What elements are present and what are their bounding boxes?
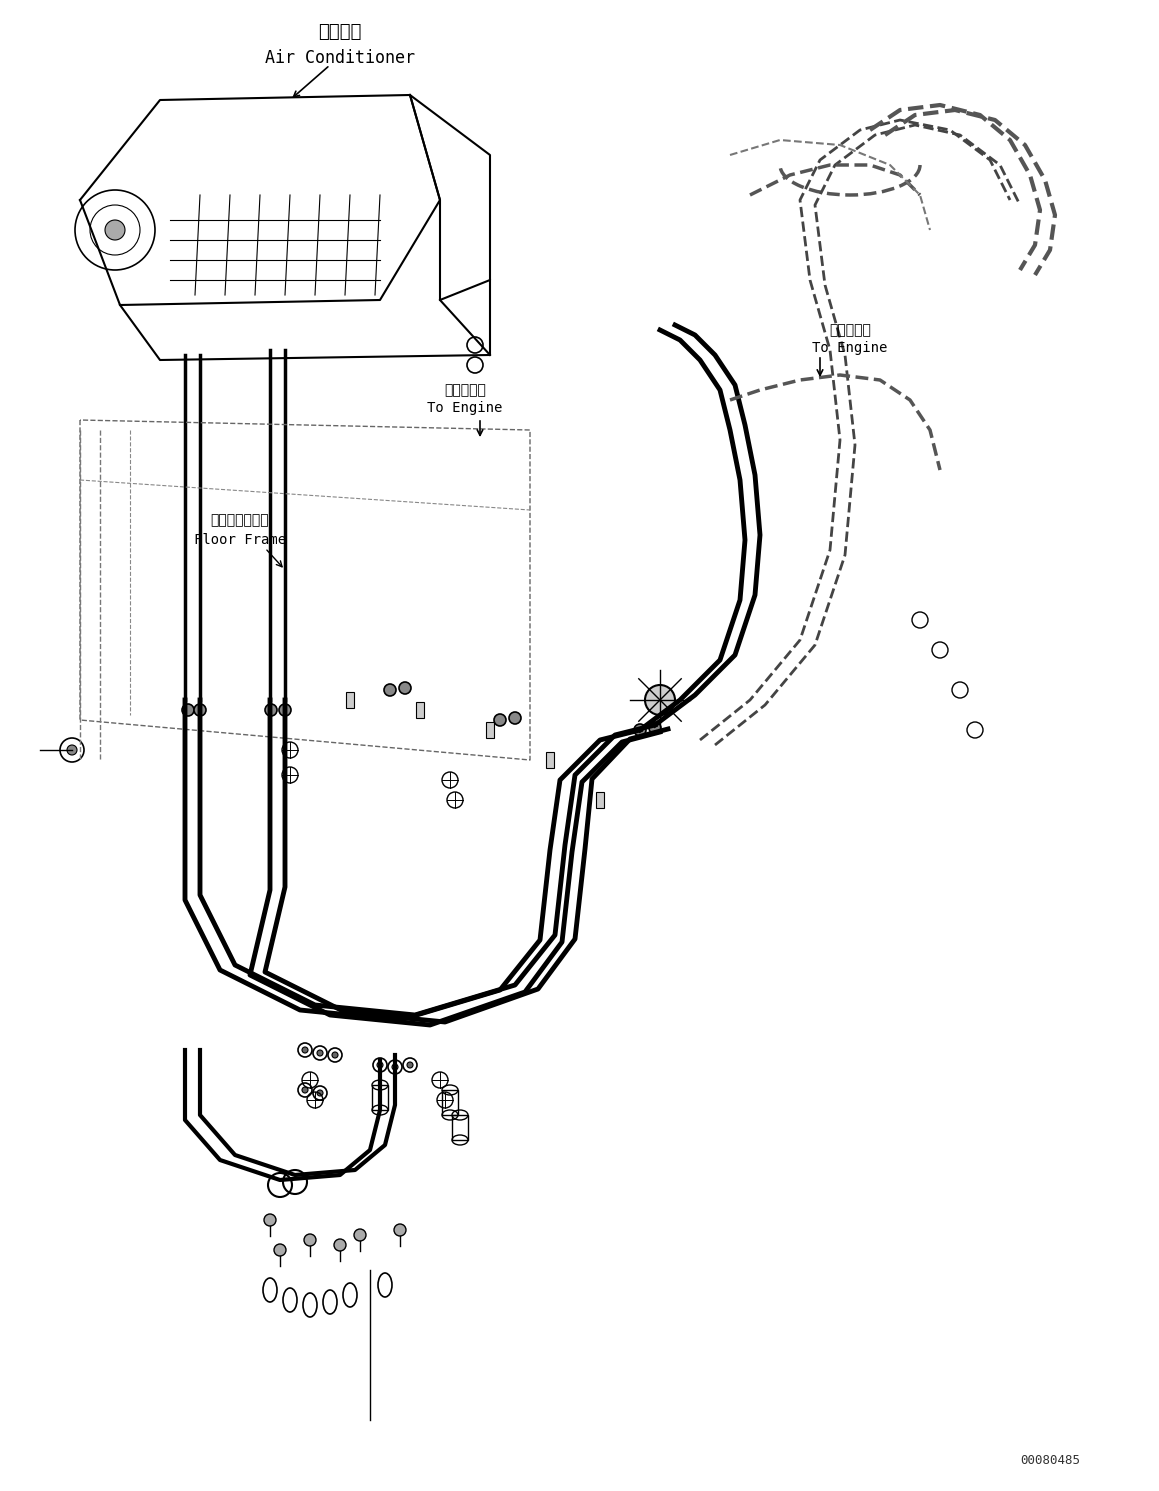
Circle shape [318, 1050, 323, 1056]
Circle shape [649, 722, 661, 734]
Circle shape [392, 1065, 398, 1071]
Text: エンジンへ: エンジンへ [829, 324, 870, 337]
Text: エアコン: エアコン [319, 22, 362, 40]
Circle shape [302, 1087, 308, 1093]
Circle shape [509, 713, 522, 725]
Circle shape [646, 684, 675, 716]
Bar [596, 792, 604, 808]
Circle shape [318, 1090, 323, 1096]
Bar [416, 702, 424, 719]
Circle shape [331, 1053, 338, 1059]
Bar [546, 751, 554, 768]
Text: フロアフレーム: フロアフレーム [211, 513, 269, 526]
Text: エンジンへ: エンジンへ [444, 383, 486, 397]
Circle shape [264, 1214, 276, 1226]
Circle shape [494, 714, 506, 726]
Bar [372, 1085, 388, 1109]
Text: To Engine: To Engine [428, 401, 503, 414]
Circle shape [384, 684, 396, 696]
Circle shape [353, 1229, 366, 1241]
Bar [452, 1115, 468, 1141]
Bar [442, 1090, 458, 1115]
Circle shape [265, 704, 277, 716]
Circle shape [377, 1062, 382, 1068]
Circle shape [399, 681, 411, 693]
Text: 00080485: 00080485 [1020, 1454, 1080, 1467]
Circle shape [394, 1224, 406, 1236]
Bar [486, 722, 494, 738]
Circle shape [334, 1239, 347, 1251]
Circle shape [302, 1047, 308, 1053]
Text: Air Conditioner: Air Conditioner [265, 49, 415, 67]
Text: To Engine: To Engine [812, 341, 888, 355]
Circle shape [67, 746, 76, 754]
Circle shape [304, 1235, 316, 1246]
Circle shape [279, 704, 291, 716]
Circle shape [105, 221, 125, 240]
Circle shape [194, 704, 206, 716]
Bar [347, 692, 353, 708]
Circle shape [274, 1243, 286, 1255]
Circle shape [182, 704, 194, 716]
Circle shape [407, 1062, 413, 1068]
Circle shape [634, 725, 646, 737]
Text: Floor Frame: Floor Frame [194, 532, 286, 547]
